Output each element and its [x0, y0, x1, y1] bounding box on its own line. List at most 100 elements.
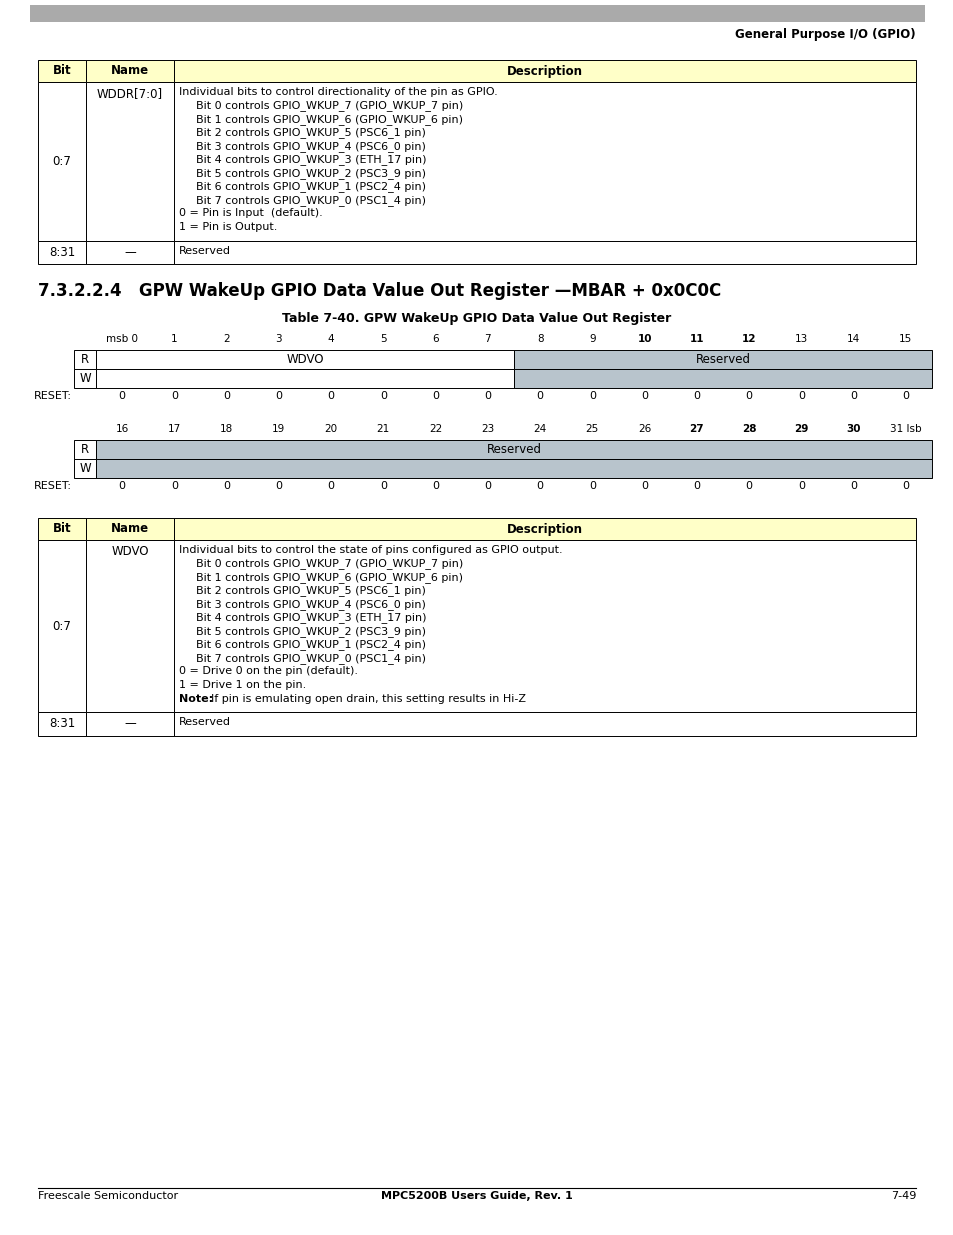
Bar — [74, 350, 96, 369]
Text: Bit 7 controls GPIO_WKUP_0 (PSC1_4 pin): Bit 7 controls GPIO_WKUP_0 (PSC1_4 pin) — [195, 195, 426, 206]
Text: 1 = Drive 1 on the pin.: 1 = Drive 1 on the pin. — [179, 680, 306, 690]
Bar — [96, 350, 514, 369]
Text: Bit 5 controls GPIO_WKUP_2 (PSC3_9 pin): Bit 5 controls GPIO_WKUP_2 (PSC3_9 pin) — [195, 168, 426, 179]
Text: msb 0: msb 0 — [106, 333, 138, 345]
Text: 0: 0 — [484, 391, 491, 401]
Bar — [514, 369, 931, 388]
Text: Bit 6 controls GPIO_WKUP_1 (PSC2_4 pin): Bit 6 controls GPIO_WKUP_1 (PSC2_4 pin) — [195, 182, 426, 193]
Text: 0: 0 — [275, 480, 282, 492]
Text: RESET:: RESET: — [34, 391, 71, 401]
Text: Description: Description — [506, 522, 582, 536]
Text: 19: 19 — [272, 424, 285, 433]
Bar — [38, 61, 86, 82]
Text: 0: 0 — [849, 391, 856, 401]
Text: 0:7: 0:7 — [52, 620, 71, 632]
Bar — [74, 459, 96, 478]
Text: Bit 0 controls GPIO_WKUP_7 (GPIO_WKUP_7 pin): Bit 0 controls GPIO_WKUP_7 (GPIO_WKUP_7 … — [195, 100, 463, 111]
Text: 23: 23 — [480, 424, 494, 433]
Text: 7.3.2.2.4   GPW WakeUp GPIO Data Value Out Register —MBAR + 0x0C0C: 7.3.2.2.4 GPW WakeUp GPIO Data Value Out… — [38, 282, 720, 300]
Text: 0: 0 — [379, 480, 387, 492]
Text: 1: 1 — [171, 333, 177, 345]
Text: RESET:: RESET: — [34, 480, 71, 492]
Bar — [173, 517, 915, 540]
Text: —: — — [124, 246, 135, 259]
Text: 0: 0 — [797, 391, 804, 401]
Text: Bit 1 controls GPIO_WKUP_6 (GPIO_WKUP_6 pin): Bit 1 controls GPIO_WKUP_6 (GPIO_WKUP_6 … — [195, 572, 462, 583]
Text: 0: 0 — [640, 480, 647, 492]
Text: 0: 0 — [693, 480, 700, 492]
Text: Reserved: Reserved — [179, 246, 231, 256]
Text: 17: 17 — [168, 424, 181, 433]
Bar — [86, 61, 173, 82]
Text: 0:7: 0:7 — [52, 154, 71, 168]
Text: 0: 0 — [275, 391, 282, 401]
Text: 15: 15 — [899, 333, 911, 345]
Text: 0: 0 — [902, 480, 908, 492]
Text: Bit: Bit — [52, 64, 71, 78]
Bar — [173, 82, 915, 241]
Text: Reserved: Reserved — [486, 443, 541, 456]
Text: 31 lsb: 31 lsb — [889, 424, 921, 433]
Text: WDVO: WDVO — [112, 545, 149, 558]
Text: 2: 2 — [223, 333, 230, 345]
Text: 0: 0 — [484, 480, 491, 492]
Bar — [173, 61, 915, 82]
Text: 8:31: 8:31 — [49, 246, 75, 259]
Bar — [514, 350, 931, 369]
Text: 0: 0 — [745, 480, 752, 492]
Bar — [86, 713, 173, 736]
Bar — [86, 241, 173, 264]
Text: 14: 14 — [846, 333, 860, 345]
Text: 0: 0 — [640, 391, 647, 401]
Text: 27: 27 — [689, 424, 703, 433]
Bar — [96, 459, 931, 478]
Text: 0: 0 — [327, 391, 335, 401]
Text: Individual bits to control directionality of the pin as GPIO.: Individual bits to control directionalit… — [179, 86, 497, 98]
Text: 0: 0 — [171, 391, 177, 401]
Text: Description: Description — [506, 64, 582, 78]
Bar — [38, 517, 86, 540]
Text: 30: 30 — [845, 424, 860, 433]
Text: Name: Name — [111, 64, 149, 78]
Text: 24: 24 — [533, 424, 546, 433]
Text: Freescale Semiconductor: Freescale Semiconductor — [38, 1191, 178, 1200]
Text: 18: 18 — [220, 424, 233, 433]
Text: 4: 4 — [328, 333, 335, 345]
Text: General Purpose I/O (GPIO): General Purpose I/O (GPIO) — [735, 28, 915, 41]
Text: 0: 0 — [118, 391, 126, 401]
Bar — [30, 5, 924, 22]
Text: 10: 10 — [637, 333, 651, 345]
Text: Table 7-40. GPW WakeUp GPIO Data Value Out Register: Table 7-40. GPW WakeUp GPIO Data Value O… — [282, 312, 671, 325]
Text: 22: 22 — [429, 424, 442, 433]
Text: 28: 28 — [741, 424, 756, 433]
Bar — [173, 241, 915, 264]
Text: 0: 0 — [223, 480, 230, 492]
Text: If pin is emulating open drain, this setting results in Hi-Z: If pin is emulating open drain, this set… — [204, 694, 526, 704]
Text: 16: 16 — [115, 424, 129, 433]
Text: Reserved: Reserved — [179, 718, 231, 727]
Text: MPC5200B Users Guide, Rev. 1: MPC5200B Users Guide, Rev. 1 — [381, 1191, 572, 1200]
Bar — [96, 440, 931, 459]
Text: Bit 0 controls GPIO_WKUP_7 (GPIO_WKUP_7 pin): Bit 0 controls GPIO_WKUP_7 (GPIO_WKUP_7 … — [195, 558, 463, 569]
Bar — [38, 241, 86, 264]
Text: 0 = Drive 0 on the pin (default).: 0 = Drive 0 on the pin (default). — [179, 667, 357, 677]
Text: Note:: Note: — [179, 694, 213, 704]
Bar — [86, 540, 173, 713]
Text: 0: 0 — [797, 480, 804, 492]
Text: 29: 29 — [793, 424, 808, 433]
Text: Bit 6 controls GPIO_WKUP_1 (PSC2_4 pin): Bit 6 controls GPIO_WKUP_1 (PSC2_4 pin) — [195, 640, 426, 651]
Text: 0: 0 — [693, 391, 700, 401]
Text: Bit 4 controls GPIO_WKUP_3 (ETH_17 pin): Bit 4 controls GPIO_WKUP_3 (ETH_17 pin) — [195, 613, 426, 624]
Text: 12: 12 — [741, 333, 756, 345]
Text: 0: 0 — [588, 480, 596, 492]
Bar — [86, 517, 173, 540]
Text: 7: 7 — [484, 333, 491, 345]
Bar — [86, 82, 173, 241]
Text: 9: 9 — [588, 333, 595, 345]
Bar — [173, 540, 915, 713]
Text: 26: 26 — [638, 424, 651, 433]
Bar — [38, 82, 86, 241]
Text: WDVO: WDVO — [286, 353, 323, 366]
Text: R: R — [81, 443, 89, 456]
Text: 8: 8 — [537, 333, 543, 345]
